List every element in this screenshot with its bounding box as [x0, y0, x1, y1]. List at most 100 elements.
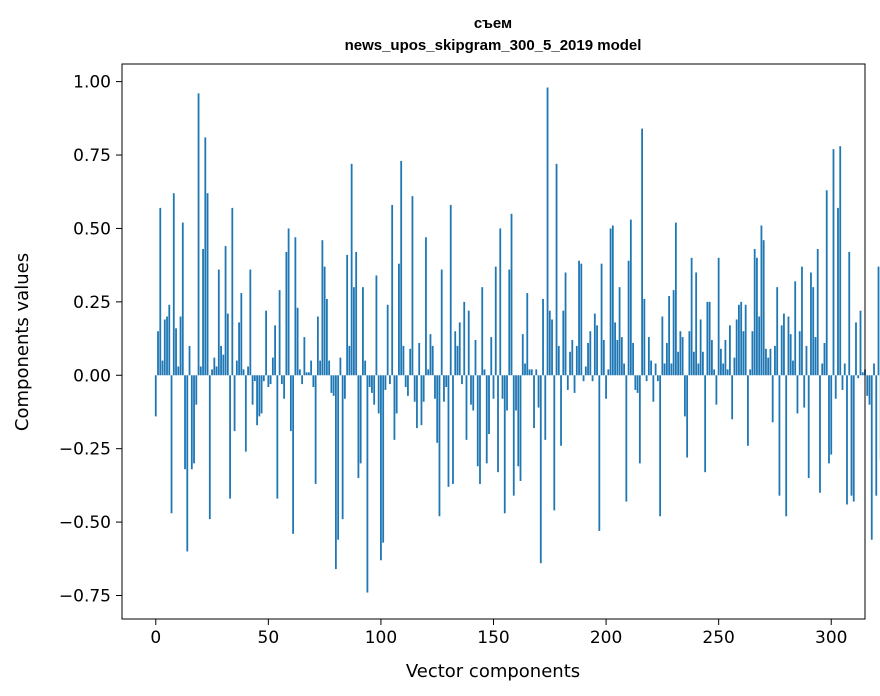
bar	[733, 357, 736, 376]
bar	[830, 375, 833, 455]
bar	[364, 360, 367, 376]
bar	[181, 222, 184, 376]
bar	[593, 313, 596, 376]
bar	[569, 351, 571, 376]
bar	[359, 375, 362, 464]
x-tick-label: 300	[815, 628, 847, 648]
bar	[353, 287, 355, 376]
bar	[816, 249, 819, 376]
bar	[298, 369, 301, 376]
bar	[253, 375, 256, 382]
bar	[344, 375, 346, 399]
bar	[206, 193, 209, 376]
bar	[312, 375, 315, 388]
bar	[287, 228, 290, 376]
bar	[699, 319, 702, 376]
bar	[215, 366, 218, 376]
bar	[278, 290, 281, 376]
bar	[753, 249, 756, 376]
bar	[346, 254, 349, 376]
bar	[771, 375, 774, 423]
chart-title: съем	[474, 15, 512, 32]
bar	[780, 325, 783, 376]
bar	[807, 375, 810, 479]
bar	[783, 313, 785, 376]
y-tick-label: 1.00	[73, 73, 111, 93]
bar	[735, 319, 738, 376]
bar	[846, 375, 848, 505]
bar	[247, 366, 249, 376]
bar	[301, 375, 304, 385]
bar	[758, 316, 761, 376]
bar	[510, 213, 513, 376]
bar	[602, 340, 605, 376]
bar	[765, 348, 767, 376]
bar	[186, 375, 189, 552]
bar	[821, 363, 824, 376]
bar	[341, 375, 344, 520]
bar	[337, 375, 340, 540]
y-tick-label: 0.00	[73, 366, 111, 386]
bar	[760, 225, 763, 376]
bar	[852, 375, 855, 502]
bar	[265, 310, 267, 376]
bar	[447, 375, 450, 487]
bar	[778, 375, 781, 496]
bar	[233, 375, 236, 432]
bar	[479, 375, 481, 484]
bar	[810, 272, 812, 376]
bar	[740, 301, 743, 376]
bar	[812, 287, 815, 376]
y-axis: 1.00 0.75 0.50 0.25 0.00 −0.25 −0.50 −0.75	[59, 73, 122, 607]
bar	[366, 375, 369, 593]
x-tick-label: 0	[150, 628, 161, 648]
bar	[659, 375, 662, 517]
bar	[377, 375, 380, 414]
bar	[715, 375, 718, 405]
bar	[866, 375, 869, 396]
bar	[418, 342, 421, 376]
bar	[638, 375, 641, 464]
bar	[328, 360, 331, 376]
bar	[553, 375, 556, 511]
bar	[190, 375, 193, 470]
bar	[855, 322, 857, 376]
bar	[697, 363, 700, 376]
bar	[262, 375, 265, 382]
bar	[355, 251, 358, 376]
bar	[857, 375, 860, 379]
bar	[411, 196, 414, 376]
bar	[375, 275, 378, 376]
bar	[404, 375, 407, 388]
bar	[316, 316, 319, 376]
bar	[654, 363, 657, 376]
bar	[465, 375, 468, 440]
bar	[307, 372, 310, 376]
bar	[614, 322, 616, 376]
bar	[672, 290, 675, 376]
bar	[632, 342, 634, 376]
bar	[542, 298, 544, 376]
bars	[154, 87, 880, 593]
bar	[686, 375, 689, 458]
bar	[776, 287, 779, 376]
bar	[575, 345, 578, 376]
bar	[713, 369, 716, 376]
bar	[454, 331, 457, 376]
bar	[179, 316, 182, 376]
bar	[785, 375, 788, 517]
bar	[258, 375, 261, 417]
bar	[751, 331, 754, 376]
bar	[456, 345, 459, 376]
bar	[524, 363, 526, 376]
bar	[170, 375, 173, 514]
bar	[566, 375, 569, 390]
bar	[472, 375, 475, 411]
bar	[828, 375, 830, 464]
bar	[584, 366, 587, 376]
y-tick-label: −0.50	[59, 513, 111, 533]
bar	[395, 375, 398, 414]
bar	[229, 375, 231, 499]
bar	[463, 301, 466, 376]
bar	[494, 266, 497, 376]
